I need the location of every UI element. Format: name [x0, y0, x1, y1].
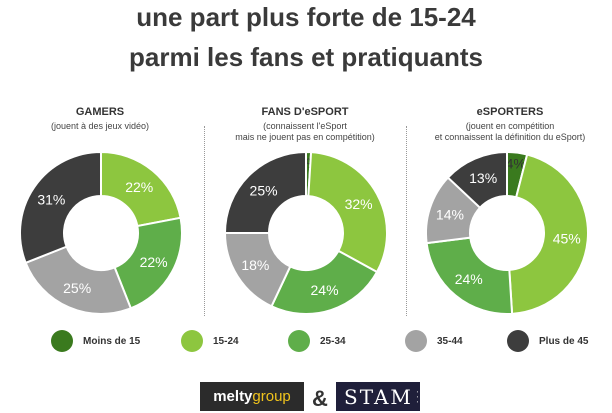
legend-swatch-15-24 [181, 330, 203, 352]
donut-label-1-25-34: 24% [311, 282, 339, 298]
legend-swatch-plus-45 [507, 330, 529, 352]
donut-label-2-plus-45: 13% [469, 170, 497, 186]
legend-item-25-34: 25-34 [288, 330, 346, 352]
donut-slice-2-15-24 [508, 153, 589, 315]
donut-slice-1-plus-45 [223, 150, 307, 234]
stam-logo: STAM ▪ ▪ ▪ [336, 382, 420, 411]
donut-slice-0-35-44 [24, 245, 133, 315]
divider-1 [204, 126, 205, 316]
panel-title-fans: FANS D'eSPORT [261, 106, 349, 118]
legend-item-15-24: 15-24 [181, 330, 239, 352]
panel-title-gamers: GAMERS [75, 106, 125, 118]
title-line-1: une part plus forte de 15-24 [136, 2, 476, 32]
logos: melty group & STAM ▪ ▪ ▪ [0, 382, 612, 413]
donut-slice-0-plus-45 [19, 150, 102, 265]
legend-swatch-35-44 [405, 330, 427, 352]
legend-label-plus-45: Plus de 45 [539, 335, 589, 347]
donut-slice-2-25-34 [425, 236, 514, 315]
panel-subtitle-fans-2: mais ne jouent pas en compétition) [235, 132, 375, 142]
title-line-2: parmi les fans et pratiquants [129, 42, 483, 72]
donut-label-0-35-44: 25% [63, 280, 91, 296]
meltygroup-logo: melty group [200, 382, 304, 411]
panel-title-esporters: eSPORTERS [476, 106, 544, 118]
legend-label-35-44: 35-44 [437, 335, 463, 347]
legend-item-moins-15: Moins de 15 [51, 330, 140, 352]
divider-2 [406, 126, 407, 316]
donut-label-1-15-24: 32% [345, 196, 373, 212]
donut-label-0-15-24: 22% [125, 179, 153, 195]
donut-label-1-35-44: 18% [241, 257, 269, 273]
donut-slice-1-15-24 [307, 151, 388, 274]
donut-label-2-35-44: 14% [436, 206, 464, 222]
donut-label-2-moins-15: 4% [506, 156, 526, 172]
panel-subtitle-esporters-2: et connaissent la définition du eSport) [434, 132, 586, 142]
donut-label-0-plus-45: 31% [37, 191, 65, 207]
donut-label-0-25-34: 22% [140, 254, 168, 270]
panel-subtitle-fans-1: (connaissent l'eSport [263, 121, 347, 131]
donut-label-2-25-34: 24% [455, 271, 483, 287]
panel-subtitle-gamers: (jouent à des jeux vidéo) [50, 121, 150, 131]
legend-swatch-moins-15 [51, 330, 73, 352]
ampersand: & [312, 386, 328, 411]
legend-label-25-34: 25-34 [320, 335, 346, 347]
legend-swatch-25-34 [288, 330, 310, 352]
donut-charts: 22%22%25%31%1%32%24%18%25%4%45%24%14%13% [19, 150, 589, 315]
legend-item-plus-45: Plus de 45 [507, 330, 588, 352]
legend-item-35-44: 35-44 [405, 330, 463, 352]
legend: Moins de 15 15-24 25-34 35-44 Plus de 45 [0, 330, 612, 354]
legend-label-moins-15: Moins de 15 [83, 335, 141, 347]
donut-slice-2-plus-45 [446, 150, 508, 210]
donut-slice-1-25-34 [270, 249, 379, 315]
donut-label-2-15-24: 45% [553, 231, 581, 247]
donut-label-1-plus-45: 25% [250, 183, 278, 199]
legend-label-15-24: 15-24 [213, 335, 239, 347]
panel-subtitle-esporters-1: (jouent en compétition [465, 121, 555, 131]
